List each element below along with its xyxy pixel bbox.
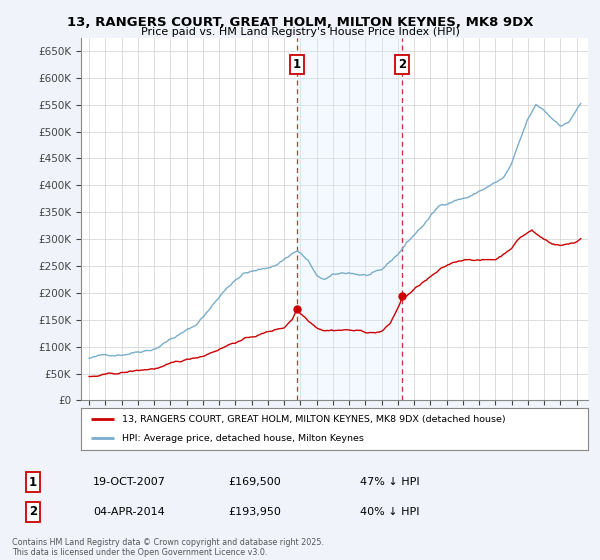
Text: 40% ↓ HPI: 40% ↓ HPI — [360, 507, 419, 517]
Text: 13, RANGERS COURT, GREAT HOLM, MILTON KEYNES, MK8 9DX: 13, RANGERS COURT, GREAT HOLM, MILTON KE… — [67, 16, 533, 29]
Text: 1: 1 — [293, 58, 301, 71]
Text: 2: 2 — [398, 58, 406, 71]
Bar — [297, 38, 402, 400]
Text: £193,950: £193,950 — [228, 507, 281, 517]
Text: 04-APR-2014: 04-APR-2014 — [93, 507, 165, 517]
Text: 19-OCT-2007: 19-OCT-2007 — [93, 477, 166, 487]
Text: HPI: Average price, detached house, Milton Keynes: HPI: Average price, detached house, Milt… — [122, 434, 364, 443]
Text: Price paid vs. HM Land Registry's House Price Index (HPI): Price paid vs. HM Land Registry's House … — [140, 27, 460, 37]
Text: 13, RANGERS COURT, GREAT HOLM, MILTON KEYNES, MK8 9DX (detached house): 13, RANGERS COURT, GREAT HOLM, MILTON KE… — [122, 414, 505, 423]
Text: £169,500: £169,500 — [228, 477, 281, 487]
Text: 2: 2 — [29, 505, 37, 519]
Text: 47% ↓ HPI: 47% ↓ HPI — [360, 477, 419, 487]
Text: 1: 1 — [29, 475, 37, 489]
Text: Contains HM Land Registry data © Crown copyright and database right 2025.
This d: Contains HM Land Registry data © Crown c… — [12, 538, 324, 557]
